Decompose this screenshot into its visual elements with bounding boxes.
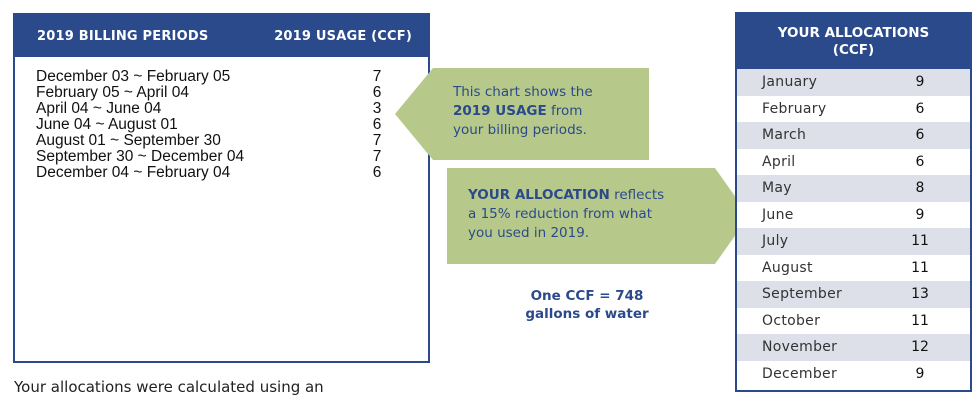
billing-periods-header: 2019 BILLING PERIODS <box>37 28 209 44</box>
allocation-callout-line-1-rest: reflects <box>609 187 665 203</box>
allocation-month: November <box>762 339 838 356</box>
allocation-value: 11 <box>911 233 929 250</box>
billing-row: August 01 ~ September 30 7 <box>15 133 428 149</box>
allocation-callout: YOUR ALLOCATION reflects a 15% reduction… <box>447 168 749 264</box>
allocation-row: March 6 <box>737 122 970 149</box>
billing-row: December 03 ~ February 05 7 <box>15 69 428 85</box>
billing-usage: 6 <box>372 84 382 101</box>
billing-usage: 7 <box>372 68 382 85</box>
allocation-row: August 11 <box>737 255 970 282</box>
ccf-conversion-note: One CCF = 748 gallons of water <box>497 287 677 323</box>
usage-callout-line-3: your billing periods. <box>453 122 587 138</box>
allocation-row: October 11 <box>737 308 970 335</box>
billing-usage: 3 <box>372 100 382 117</box>
allocation-rows: January 9 February 6 March 6 April 6 May 8 Ju… <box>737 69 970 387</box>
allocation-value: 12 <box>911 339 929 356</box>
allocation-month: February <box>762 100 827 117</box>
ccf-note-line-2: gallons of water <box>525 306 649 322</box>
billing-usage: 6 <box>372 164 382 181</box>
allocation-month: August <box>762 259 813 276</box>
allocation-explanation-text: Your allocations were calculated using a… <box>14 378 324 396</box>
billing-table-header: 2019 BILLING PERIODS 2019 USAGE (CCF) <box>15 15 428 57</box>
allocation-value: 6 <box>915 100 925 117</box>
allocations-header-line-1: YOUR ALLOCATIONS <box>777 25 930 41</box>
allocation-value: 9 <box>915 206 925 223</box>
allocation-month: May <box>762 180 792 197</box>
allocation-row: December 9 <box>737 361 970 388</box>
allocation-row: February 6 <box>737 96 970 123</box>
allocation-month: October <box>762 312 821 329</box>
allocation-value: 13 <box>911 286 929 303</box>
allocations-header-line-2: (CCF) <box>832 42 875 58</box>
allocation-value: 6 <box>915 127 925 144</box>
allocation-month: January <box>762 74 818 91</box>
allocation-value: 9 <box>915 365 925 382</box>
billing-usage: 7 <box>372 132 382 149</box>
allocation-callout-line-2: a 15% reduction from what <box>468 206 652 222</box>
billing-rows: December 03 ~ February 05 7 February 05 … <box>15 57 428 181</box>
allocation-row: November 12 <box>737 334 970 361</box>
ccf-note-line-1: One CCF = 748 <box>530 288 644 304</box>
allocation-value: 8 <box>915 180 925 197</box>
allocation-value: 6 <box>915 153 925 170</box>
billing-period: December 04 ~ February 04 <box>36 164 231 181</box>
allocation-callout-line-3: you used in 2019. <box>468 225 590 241</box>
billing-period: February 05 ~ April 04 <box>36 84 189 101</box>
billing-period: December 03 ~ February 05 <box>36 68 231 85</box>
allocation-month: September <box>762 286 843 303</box>
usage-callout: This chart shows the 2019 USAGE from you… <box>395 68 649 160</box>
allocation-callout-line-1: YOUR ALLOCATION reflects <box>468 186 749 205</box>
billing-period: September 30 ~ December 04 <box>36 148 245 165</box>
usage-callout-line-2: 2019 USAGE from <box>453 102 649 121</box>
billing-usage: 6 <box>372 116 382 133</box>
allocation-callout-emphasis: YOUR ALLOCATION <box>468 187 610 203</box>
usage-header: 2019 USAGE (CCF) <box>274 28 412 44</box>
allocation-row: September 13 <box>737 281 970 308</box>
allocation-month: March <box>762 127 807 144</box>
allocation-row: April 6 <box>737 149 970 176</box>
allocation-row: January 9 <box>737 69 970 96</box>
billing-period: April 04 ~ June 04 <box>36 100 162 117</box>
allocation-month: June <box>762 206 794 223</box>
allocations-table: YOUR ALLOCATIONS (CCF) January 9 February… <box>735 12 972 392</box>
allocation-month: July <box>762 233 789 250</box>
billing-row: December 04 ~ February 04 6 <box>15 165 428 181</box>
billing-periods-table: 2019 BILLING PERIODS 2019 USAGE (CCF) De… <box>13 13 430 363</box>
allocation-month: December <box>762 365 837 382</box>
allocation-value: 9 <box>915 74 925 91</box>
billing-row: September 30 ~ December 04 7 <box>15 149 428 165</box>
billing-period: August 01 ~ September 30 <box>36 132 221 149</box>
billing-row: April 04 ~ June 04 3 <box>15 101 428 117</box>
usage-callout-line-2-rest: from <box>546 103 583 119</box>
billing-row: February 05 ~ April 04 6 <box>15 85 428 101</box>
allocation-month: April <box>762 153 796 170</box>
billing-row: June 04 ~ August 01 6 <box>15 117 428 133</box>
allocation-row: June 9 <box>737 202 970 229</box>
allocations-header: YOUR ALLOCATIONS (CCF) <box>737 14 970 69</box>
billing-usage: 7 <box>372 148 382 165</box>
allocation-value: 11 <box>911 312 929 329</box>
allocation-row: May 8 <box>737 175 970 202</box>
usage-callout-emphasis: 2019 USAGE <box>453 103 547 119</box>
allocation-value: 11 <box>911 259 929 276</box>
allocation-row: July 11 <box>737 228 970 255</box>
usage-callout-line-1: This chart shows the <box>453 84 593 100</box>
billing-period: June 04 ~ August 01 <box>36 116 178 133</box>
